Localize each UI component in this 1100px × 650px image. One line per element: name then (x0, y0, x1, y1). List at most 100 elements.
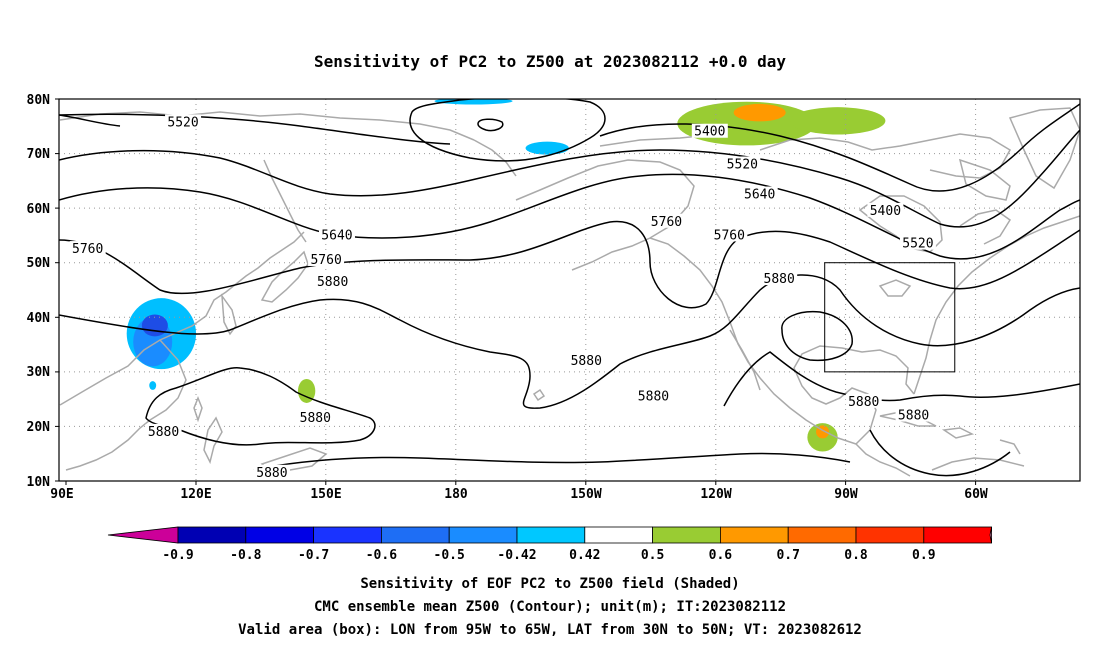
colorbar-tick-label: 0.7 (776, 548, 799, 563)
coastline-east-asia (59, 231, 305, 406)
colorbar-swatch (923, 526, 992, 544)
colorbar-tick-label: -0.9 (162, 548, 193, 563)
longitude-labels: 90E 120E 150E 180 150W 120W 90W 60W (50, 487, 988, 502)
colorbar-tick-label: 0.6 (709, 548, 733, 563)
sensitivity-patch-negative (141, 314, 168, 337)
coastline-philippines (203, 416, 223, 465)
lat-label: 50N (27, 256, 51, 271)
colorbar-swatch (448, 526, 518, 544)
coastline-arctic-islands (759, 133, 1012, 179)
contour-label-background (899, 235, 936, 250)
colorbar-swatch (313, 526, 382, 544)
colorbar-swatch (245, 526, 315, 544)
contour-label: 5880 (638, 389, 669, 404)
sensitivity-patch-positive (733, 103, 786, 122)
colorbar-swatch (720, 526, 789, 544)
contour-label-background (711, 227, 748, 242)
contour-5880-mid (59, 274, 1080, 409)
contour-label-background (145, 423, 182, 438)
valid-area-box (824, 262, 956, 373)
contour-label: 5760 (310, 253, 341, 268)
colorbar: -0.9 -0.8 -0.7 -0.6 -0.5 -0.42 0.42 0.5 0.6 0.7 0.… (107, 526, 992, 563)
coastline-baja (729, 329, 761, 391)
colorbar-swatch (177, 526, 247, 544)
contour-label-background (318, 227, 355, 242)
coastline-greenland (1008, 107, 1080, 190)
coastline-baffin (958, 158, 1011, 201)
map-panel: 5520 5400 5520 5640 5760 5640 5760 5880 5760 5760… (58, 98, 1081, 482)
contour-label: 5880 (764, 272, 795, 287)
sensitivity-patch-positive (790, 107, 886, 135)
contour-5640-mid (59, 173, 1080, 260)
caption-line-2: CMC ensemble mean Z500 (Contour); unit(m… (314, 599, 786, 615)
contour-labels: 5520 5400 5520 5640 5760 5640 5760 5880 5760 5760… (69, 114, 936, 481)
colorbar-swatch (516, 526, 586, 544)
colorbar-swatch (787, 526, 857, 544)
contour-label-background (648, 213, 685, 228)
contour-label-background (165, 114, 202, 129)
contour-label-background (761, 271, 798, 286)
contour-5400-small-low (477, 118, 504, 132)
axis-ticks (55, 98, 977, 485)
lon-label: 120W (700, 487, 731, 502)
map-frame (58, 98, 1081, 482)
lat-label: 30N (27, 365, 51, 380)
lon-label: 60W (964, 487, 988, 502)
latitude-labels: 80N 70N 60N 50N 40N 30N 20N 10N (27, 93, 51, 490)
contour-5880-wp-ridge (145, 367, 376, 446)
contour-label-background (308, 251, 345, 266)
lat-label: 10N (27, 475, 51, 490)
contour-label: 5760 (714, 228, 745, 243)
contour-label: 5760 (72, 242, 103, 257)
colorbar-tick-label: 0.42 (569, 548, 600, 563)
sensitivity-patch-negative (525, 141, 569, 155)
caption-line-1: Sensitivity of EOF PC2 to Z500 field (Sh… (360, 576, 739, 592)
contour-label: 5400 (870, 204, 901, 219)
contour-5760-mid (59, 220, 1080, 309)
lat-label: 80N (27, 93, 51, 108)
colorbar-tick-label: -0.5 (434, 548, 465, 563)
contour-5520-north-east (59, 114, 121, 127)
contour-5880-tropics (253, 452, 851, 471)
colorbar-swatch (584, 526, 653, 544)
lon-label: 150W (570, 487, 601, 502)
contour-label-background (69, 241, 106, 256)
coastline-na-east (913, 215, 1080, 395)
lat-label: 60N (27, 202, 51, 217)
coastline-south-america (931, 457, 1025, 471)
colorbar-tick-label: 0.8 (844, 548, 868, 563)
contour-label: 5880 (148, 425, 179, 440)
contour-label-background (297, 410, 334, 425)
lon-label: 180 (444, 487, 468, 502)
contour-label: 5640 (744, 188, 775, 203)
contour-label-background (845, 393, 882, 408)
sensitivity-patch-negative (149, 381, 157, 390)
coastline-labrador (959, 209, 1012, 245)
colorbar-swatch (380, 526, 450, 544)
contour-label-background (867, 202, 904, 217)
lat-label: 70N (27, 147, 51, 162)
contour-label: 5520 (167, 115, 198, 130)
coastline-hispaniola (941, 427, 975, 439)
coastline-japan (260, 250, 309, 303)
colorbar-tick-label: -0.6 (366, 548, 397, 563)
colorbar-tick-label: -0.42 (497, 548, 536, 563)
colorbar-tick-label: -0.8 (230, 548, 261, 563)
coastline-hawaii (532, 388, 546, 402)
lon-label: 150E (310, 487, 341, 502)
contour-label: 5520 (902, 237, 933, 252)
contour-label: 5880 (571, 354, 602, 369)
contour-label-background (253, 464, 290, 479)
contour-label: 5520 (727, 157, 758, 172)
coastline-hudson-bay (858, 195, 943, 253)
contour-label-background (568, 352, 605, 367)
caption-line-3: Valid area (box): LON from 95W to 65W, L… (238, 622, 862, 638)
colorbar-swatch (855, 526, 925, 544)
contour-5400-closed-low (409, 99, 606, 162)
coastline-great-lakes (878, 279, 912, 297)
coastline-alaska (515, 159, 695, 271)
contour-5880-caribbean (869, 429, 1011, 477)
coastline-korea (221, 293, 237, 336)
contour-label: 5880 (256, 466, 287, 481)
contour-label: 5880 (300, 411, 331, 426)
